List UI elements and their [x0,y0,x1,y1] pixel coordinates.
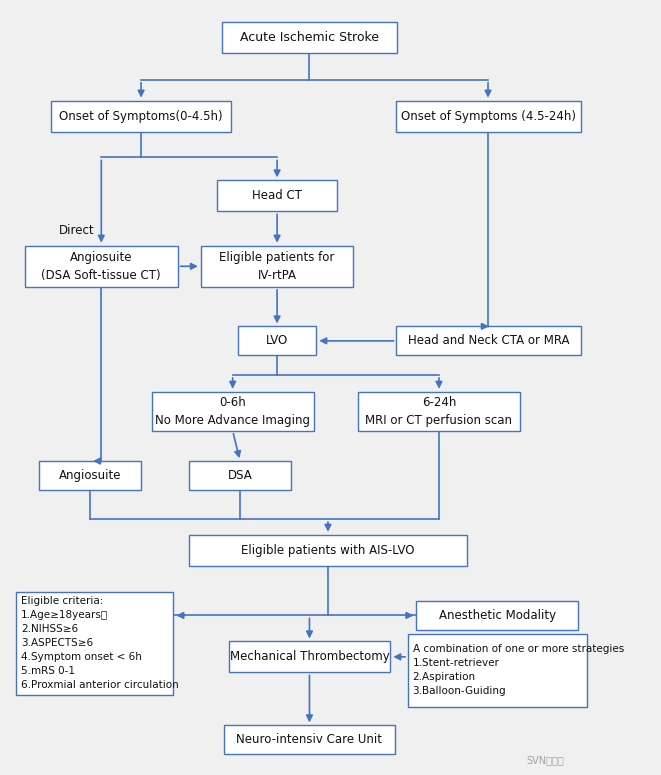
Text: Eligible patients for
IV-rtPA: Eligible patients for IV-rtPA [219,251,334,282]
Text: A combination of one or more strategies
1.Stent-retriever
2.Aspiration
3.Balloon: A combination of one or more strategies … [412,644,624,697]
FancyBboxPatch shape [25,246,178,287]
Text: Mechanical Thrombectomy: Mechanical Thrombectomy [229,650,389,663]
FancyBboxPatch shape [189,461,291,490]
FancyBboxPatch shape [229,642,391,673]
FancyBboxPatch shape [189,535,467,566]
Text: Direct: Direct [59,223,94,236]
Text: Angiosuite: Angiosuite [59,469,122,482]
FancyBboxPatch shape [16,591,173,695]
Text: Eligible patients with AIS-LVO: Eligible patients with AIS-LVO [241,543,414,556]
Text: Eligible criteria:
1.Age≥18years；
2.NIHSS≥6
3.ASPECTS≥6
4.Symptom onset < 6h
5.m: Eligible criteria: 1.Age≥18years； 2.NIHS… [20,597,178,691]
Text: SVN信局部: SVN信局部 [527,756,564,766]
FancyBboxPatch shape [395,101,580,132]
Text: Head and Neck CTA or MRA: Head and Neck CTA or MRA [408,334,570,347]
Text: Neuro-intensiv Care Unit: Neuro-intensiv Care Unit [237,733,383,746]
Text: 6-24h
MRI or CT perfusion scan: 6-24h MRI or CT perfusion scan [366,396,512,427]
Text: Onset of Symptoms(0-4.5h): Onset of Symptoms(0-4.5h) [59,109,223,122]
FancyBboxPatch shape [358,391,520,431]
FancyBboxPatch shape [201,246,354,287]
FancyBboxPatch shape [397,326,582,356]
FancyBboxPatch shape [217,181,337,212]
FancyBboxPatch shape [408,634,586,707]
Text: Acute Ischemic Stroke: Acute Ischemic Stroke [240,31,379,44]
FancyBboxPatch shape [152,391,313,431]
Text: Head CT: Head CT [252,189,302,202]
FancyBboxPatch shape [416,601,578,630]
FancyBboxPatch shape [238,326,317,356]
Text: 0-6h
No More Advance Imaging: 0-6h No More Advance Imaging [155,396,310,427]
Text: LVO: LVO [266,334,288,347]
Text: DSA: DSA [227,469,253,482]
FancyBboxPatch shape [39,461,141,490]
Text: Angiosuite
(DSA Soft-tissue CT): Angiosuite (DSA Soft-tissue CT) [42,251,161,282]
FancyBboxPatch shape [224,725,395,754]
Text: Onset of Symptoms (4.5-24h): Onset of Symptoms (4.5-24h) [401,109,576,122]
Text: Anesthetic Modality: Anesthetic Modality [439,609,556,622]
FancyBboxPatch shape [51,101,231,132]
FancyBboxPatch shape [221,22,397,53]
